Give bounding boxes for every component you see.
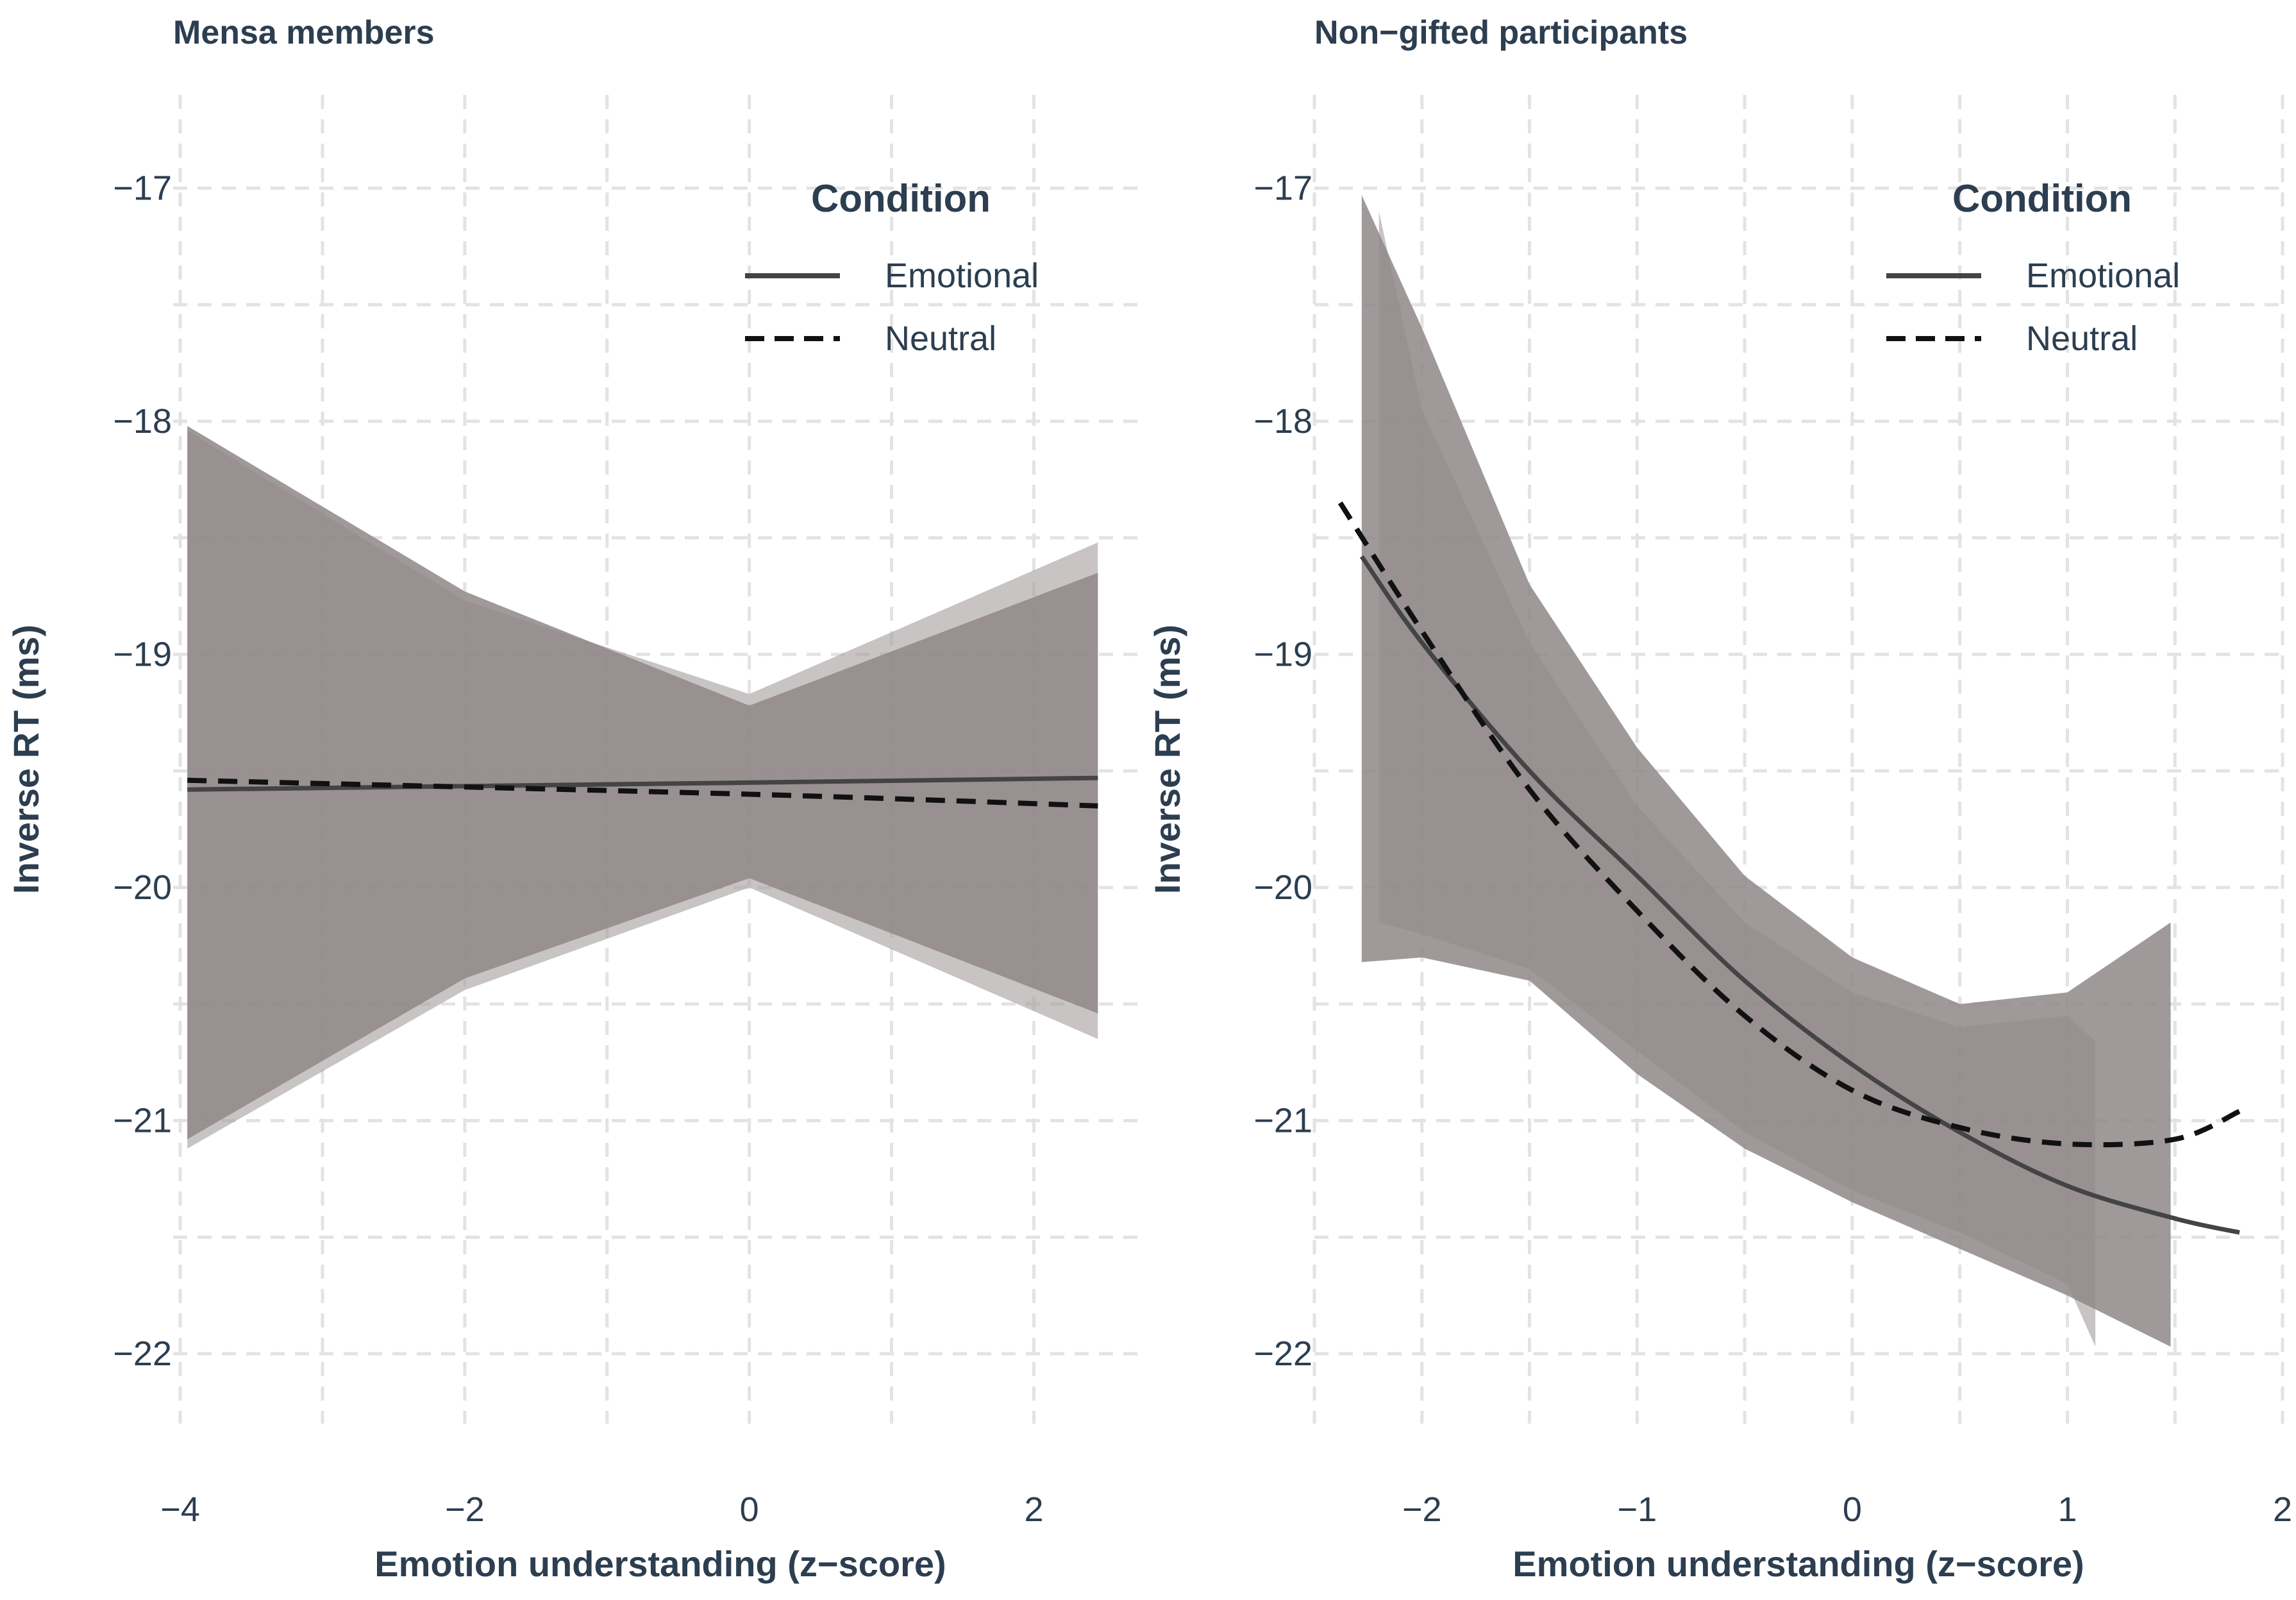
y-tick-label: −22 [113, 1335, 172, 1373]
fit-line-neutral [1337, 501, 2241, 1148]
ci-ribbon-emotional [1361, 195, 2171, 1347]
confidence-ribbons [1361, 195, 2171, 1347]
x-tick-label: −4 [160, 1490, 200, 1529]
x-tick-label: −2 [445, 1490, 485, 1529]
legend-label-neutral: Neutral [2026, 319, 2138, 358]
legend: Condition Emotional Neutral [1886, 177, 2180, 358]
legend-title: Condition [1952, 177, 2132, 220]
y-axis-label: Inverse RT (ms) [1147, 625, 1187, 894]
x-tick-label: 2 [1024, 1490, 1043, 1529]
y-tick-labels: −17 −18 −19 −20 −21 −22 [113, 169, 172, 1373]
y-tick-label: −18 [1253, 402, 1312, 441]
y-tick-label: −20 [113, 868, 172, 907]
y-axis-label: Inverse RT (ms) [6, 625, 46, 894]
y-tick-labels: −17 −18 −19 −20 −21 −22 [1253, 169, 1312, 1373]
legend-label-neutral: Neutral [885, 319, 996, 358]
x-tick-labels: −2 −1 0 1 2 [1402, 1490, 2292, 1529]
y-tick-label: −21 [1253, 1101, 1312, 1140]
fit-line-emotional [187, 775, 1098, 792]
gridlines [1312, 95, 2284, 1424]
fit-line-neutral [187, 777, 1098, 809]
x-tick-label: 0 [740, 1490, 759, 1529]
y-tick-label: −18 [113, 402, 172, 441]
fit-lines [1337, 501, 2241, 1235]
x-tick-labels: −4 −2 0 2 [160, 1490, 1043, 1529]
y-tick-label: −21 [113, 1101, 172, 1140]
x-axis-label: Emotion understanding (z−score) [1513, 1544, 2084, 1584]
panel-mensa: Mensa members −17−18−19−20−21−22 −4 −2 0 2 … [6, 14, 1148, 1584]
fit-line-emotional [1359, 555, 2240, 1235]
y-tick-label: −20 [1253, 868, 1312, 907]
panel-non-gifted: Non−gifted participants −17−18−19−20−21−… [1147, 14, 2292, 1584]
legend-title: Condition [811, 177, 991, 220]
legend-label-emotional: Emotional [885, 257, 1039, 295]
fit-lines [187, 775, 1098, 809]
legend: Condition Emotional Neutral [745, 177, 1039, 358]
x-tick-label: −1 [1618, 1490, 1657, 1529]
y-tick-label: −22 [1253, 1335, 1312, 1373]
y-tick-label: −17 [113, 169, 172, 207]
y-tick-label: −19 [113, 635, 172, 673]
y-tick-label: −19 [1253, 635, 1312, 673]
x-tick-label: −2 [1402, 1490, 1442, 1529]
x-axis-label: Emotion understanding (z−score) [374, 1544, 946, 1584]
legend-label-emotional: Emotional [2026, 257, 2180, 295]
x-tick-label: 2 [2273, 1490, 2292, 1529]
panel-title: Mensa members [173, 14, 435, 51]
panel-title: Non−gifted participants [1314, 14, 1688, 51]
x-tick-label: 1 [2057, 1490, 2077, 1529]
y-tick-label: −17 [1253, 169, 1312, 207]
x-tick-label: 0 [1843, 1490, 1862, 1529]
